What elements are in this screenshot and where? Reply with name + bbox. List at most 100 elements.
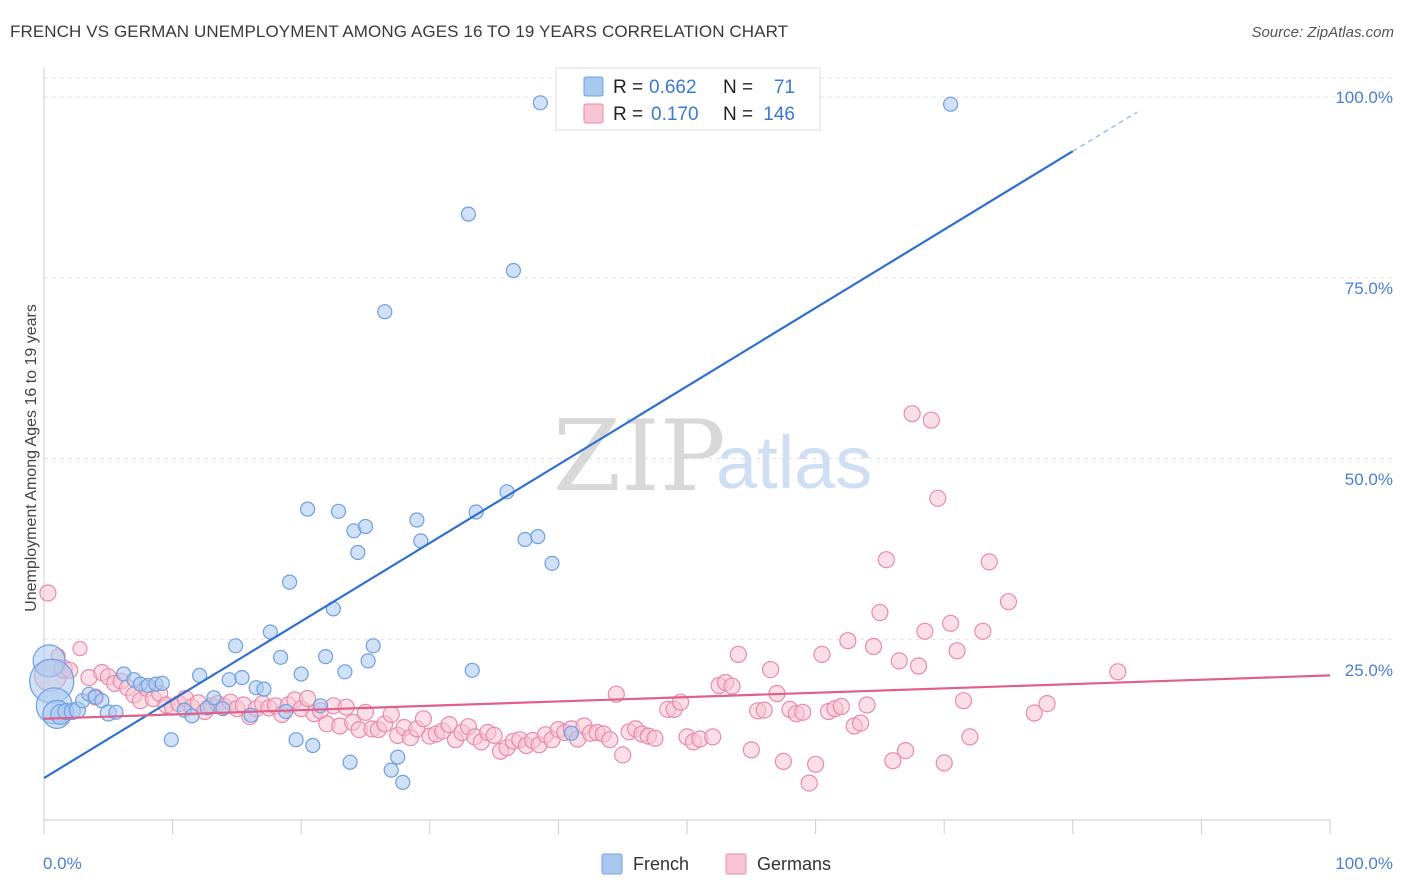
french-point <box>318 648 334 665</box>
french-r-label: R = <box>613 77 643 98</box>
french-point <box>184 708 200 724</box>
french-legend-swatch <box>583 76 604 97</box>
german-point <box>903 405 921 423</box>
german-point <box>877 551 895 569</box>
french-point <box>206 690 222 706</box>
french-point <box>505 262 522 279</box>
french-point <box>563 725 579 741</box>
y-tick-25: 25.0% <box>1345 661 1393 680</box>
x-tick-0: 0.0% <box>43 854 82 873</box>
french-point <box>360 653 376 669</box>
x-tick-100: 100.0% <box>1335 854 1393 873</box>
trend-lines <box>43 111 1331 780</box>
german-point <box>999 593 1018 611</box>
german-r-label: R = <box>613 104 643 125</box>
german-point <box>929 489 947 507</box>
french-point <box>942 96 959 112</box>
german-point <box>806 755 825 773</box>
german-n-value: 146 <box>763 104 795 125</box>
french-point <box>532 95 549 111</box>
french-trend-extension <box>1072 111 1138 152</box>
french-point <box>330 503 347 519</box>
german-trend-line <box>43 674 1331 720</box>
german-point <box>440 715 458 734</box>
french-point <box>395 774 411 791</box>
french-point <box>357 518 374 535</box>
source-label: Source: ZipAtlas.com <box>1251 24 1394 41</box>
french-point <box>234 669 250 686</box>
french-point <box>390 749 406 765</box>
german-point <box>607 685 625 703</box>
french-point <box>544 555 560 571</box>
french-point <box>228 638 244 654</box>
french-points <box>29 95 959 791</box>
german-point <box>601 731 619 749</box>
german-point <box>761 660 780 679</box>
french-point <box>377 304 393 320</box>
chart-title: FRENCH VS GERMAN UNEMPLOYMENT AMONG AGES… <box>10 22 789 41</box>
french-point <box>288 732 304 748</box>
french-point <box>460 206 476 222</box>
german-point <box>800 774 818 792</box>
german-point <box>941 614 960 632</box>
german-point <box>72 640 88 657</box>
french-trend-line <box>43 150 1074 780</box>
german-point <box>485 726 503 745</box>
german-point <box>382 705 400 724</box>
y-tick-100: 100.0% <box>1335 88 1393 107</box>
french-r-value: 0.662 <box>649 77 697 98</box>
y-tick-75: 75.0% <box>1345 279 1393 298</box>
french-point <box>530 528 546 545</box>
german-point <box>414 710 432 728</box>
french-point <box>409 512 425 528</box>
german-point <box>832 697 850 716</box>
french-point <box>154 675 170 692</box>
german-point <box>916 622 934 640</box>
german-point <box>974 622 992 640</box>
french-point <box>282 574 298 590</box>
german-point <box>813 645 831 664</box>
french-point <box>365 638 381 654</box>
french-point <box>305 737 321 754</box>
french-point <box>273 649 289 665</box>
french-point <box>293 666 309 682</box>
german-point <box>337 698 355 716</box>
german-point <box>896 741 915 760</box>
german-point <box>858 696 876 714</box>
german-point <box>723 677 741 695</box>
german-point <box>864 637 883 656</box>
german-n-label: N = <box>723 104 753 125</box>
german-point <box>614 746 632 764</box>
german-point <box>839 632 857 650</box>
german-point <box>922 411 940 429</box>
french-point <box>163 732 179 748</box>
german-point <box>1025 704 1043 722</box>
german-point <box>954 692 973 710</box>
french-point <box>221 672 237 688</box>
german-point <box>646 729 664 747</box>
y-axis-title: Unemployment Among Ages 16 to 19 years <box>23 304 40 612</box>
stats-legend: R = 0.662 N = 71 R = 0.170 N = 146 <box>555 67 821 131</box>
german-point <box>909 657 928 675</box>
series-legend: French Germans <box>601 853 831 875</box>
legend-germans-swatch <box>725 853 747 875</box>
french-n-label: N = <box>723 77 753 98</box>
german-legend-swatch <box>583 103 604 124</box>
german-point <box>1038 694 1056 713</box>
german-point <box>935 754 953 772</box>
y-tick-50: 50.0% <box>1345 470 1393 489</box>
german-point <box>39 584 57 602</box>
german-point <box>871 603 889 622</box>
french-point <box>243 707 259 723</box>
french-point <box>468 504 484 520</box>
grid-lines <box>44 77 1393 640</box>
french-point <box>517 531 533 548</box>
legend-germans-label: Germans <box>757 854 831 874</box>
german-point <box>729 645 748 664</box>
german-point <box>742 741 760 759</box>
german-point <box>851 714 870 732</box>
german-point <box>794 703 812 721</box>
french-point <box>337 664 353 680</box>
french-point <box>342 754 358 770</box>
